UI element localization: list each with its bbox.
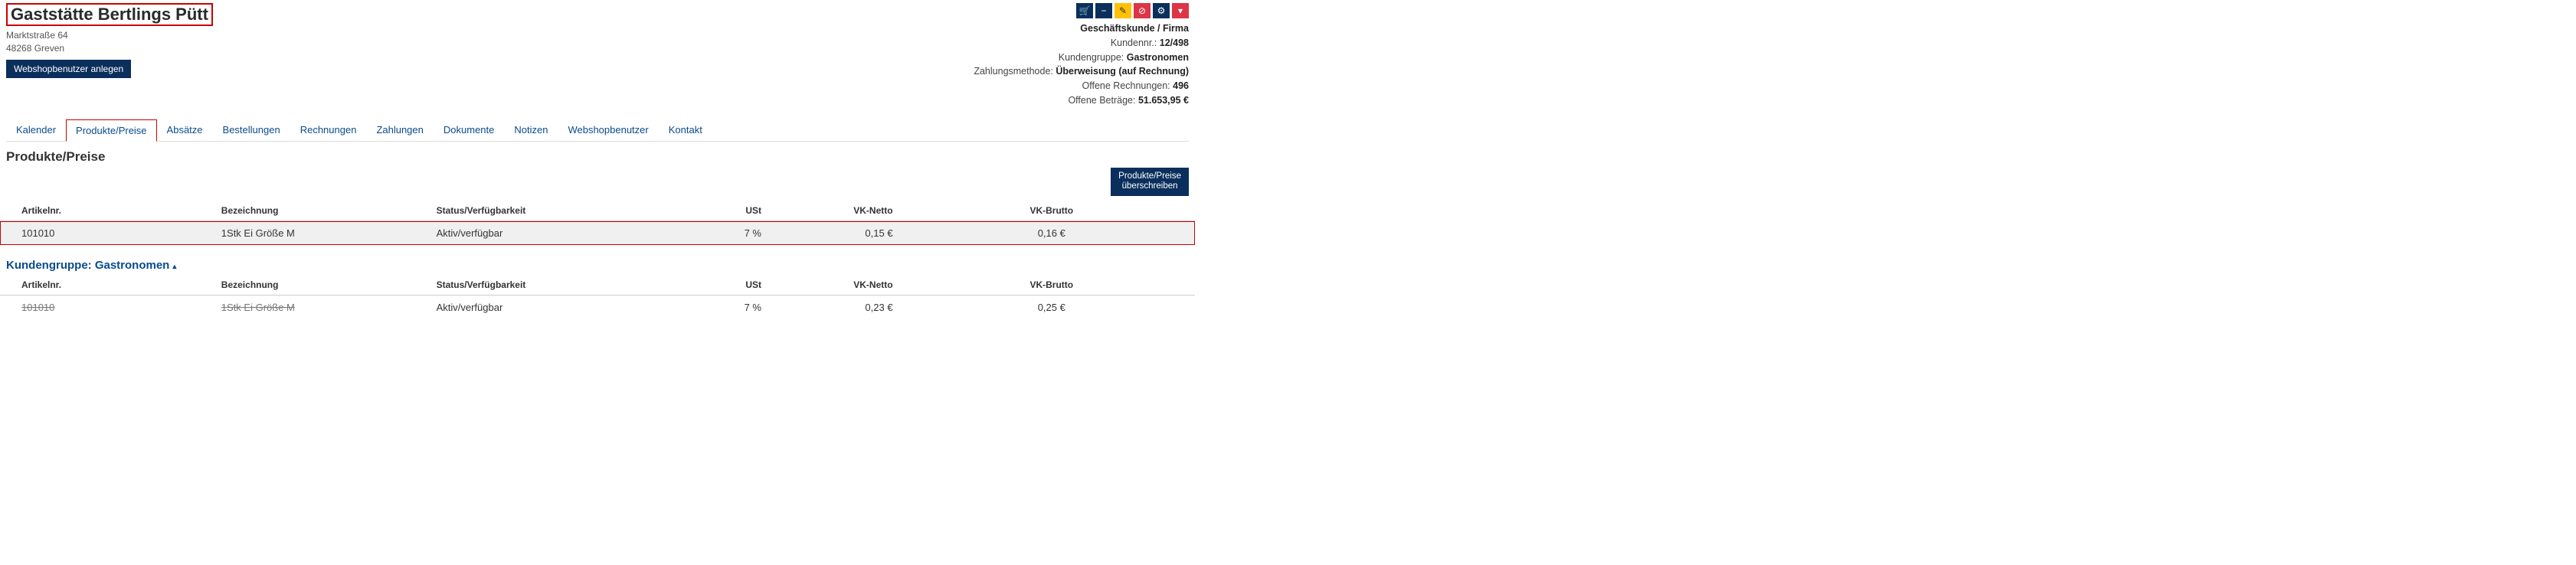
tab-notizen[interactable]: Notizen bbox=[504, 119, 558, 141]
group-table: Artikelnr. Bezeichnung Status/Verfügbark… bbox=[0, 275, 1195, 319]
cell-ust: 7 % bbox=[645, 221, 777, 246]
cell-status: Aktiv/verfügbar bbox=[430, 296, 646, 320]
tab-webshopbenutzer[interactable]: Webshopbenutzer bbox=[558, 119, 658, 141]
tab-rechnungen[interactable]: Rechnungen bbox=[290, 119, 367, 141]
col-vk-netto: VK-Netto bbox=[777, 201, 908, 221]
action-icon-bar: 🛒 − ✎ ⊘ ⚙ ▾ bbox=[974, 3, 1189, 18]
customer-type: Geschäftskunde / Firma bbox=[974, 21, 1189, 36]
col-artikelnr: Artikelnr. bbox=[0, 201, 215, 221]
tab-produkte-preise[interactable]: Produkte/Preise bbox=[66, 119, 157, 142]
table-row[interactable]: 101010 1Stk Ei Größe M Aktiv/verfügbar 7… bbox=[0, 221, 1195, 246]
customer-number: Kundennr.: 12/498 bbox=[974, 36, 1189, 51]
tab-zahlungen[interactable]: Zahlungen bbox=[366, 119, 433, 141]
tab-bestellungen[interactable]: Bestellungen bbox=[213, 119, 290, 141]
tab-kontakt[interactable]: Kontakt bbox=[659, 119, 712, 141]
override-prices-button[interactable]: Produkte/Preiseüberschreiben bbox=[1111, 168, 1189, 197]
address-line-1: Marktstraße 64 bbox=[6, 29, 213, 42]
col-ust: USt bbox=[645, 275, 777, 296]
col-status: Status/Verfügbarkeit bbox=[430, 201, 646, 221]
tab-kalender[interactable]: Kalender bbox=[6, 119, 66, 141]
edit-icon[interactable]: ✎ bbox=[1115, 3, 1131, 18]
tab-dokumente[interactable]: Dokumente bbox=[434, 119, 504, 141]
col-status: Status/Verfügbarkeit bbox=[430, 275, 646, 296]
create-webshop-user-button[interactable]: Webshopbenutzer anlegen bbox=[6, 60, 131, 78]
cell-artikelnr: 101010 bbox=[0, 221, 215, 246]
caret-up-icon: ▴ bbox=[172, 263, 176, 271]
col-ust: USt bbox=[645, 201, 777, 221]
open-invoices: Offene Rechnungen: 496 bbox=[974, 79, 1189, 93]
payment-method: Zahlungsmethode: Überweisung (auf Rechnu… bbox=[974, 64, 1189, 79]
customer-group: Kundengruppe: Gastronomen bbox=[974, 51, 1189, 65]
group-header-gastronomen[interactable]: Kundengruppe: Gastronomen▴ bbox=[0, 245, 1195, 275]
cart-icon[interactable]: 🛒 bbox=[1076, 3, 1093, 18]
col-bezeichnung: Bezeichnung bbox=[215, 201, 430, 221]
tab-bar: Kalender Produkte/Preise Absätze Bestell… bbox=[6, 119, 1189, 142]
col-vk-brutto: VK-Brutto bbox=[908, 275, 1195, 296]
more-icon[interactable]: ▾ bbox=[1172, 3, 1189, 18]
col-vk-brutto: VK-Brutto bbox=[908, 201, 1195, 221]
cell-vk-netto: 0,23 € bbox=[777, 296, 908, 320]
cell-artikelnr: 101010 bbox=[0, 296, 215, 320]
gear-icon[interactable]: ⚙ bbox=[1153, 3, 1170, 18]
cell-bezeichnung: 1Stk Ei Größe M bbox=[215, 221, 430, 246]
cell-status: Aktiv/verfügbar bbox=[430, 221, 646, 246]
section-title: Produkte/Preise bbox=[0, 142, 1195, 168]
col-vk-netto: VK-Netto bbox=[777, 275, 908, 296]
cell-vk-brutto: 0,25 € bbox=[908, 296, 1195, 320]
table-row[interactable]: 101010 1Stk Ei Größe M Aktiv/verfügbar 7… bbox=[0, 296, 1195, 320]
cell-ust: 7 % bbox=[645, 296, 777, 320]
tab-absaetze[interactable]: Absätze bbox=[157, 119, 213, 141]
cell-bezeichnung: 1Stk Ei Größe M bbox=[215, 296, 430, 320]
products-table: Artikelnr. Bezeichnung Status/Verfügbark… bbox=[0, 201, 1195, 245]
address-line-2: 48268 Greven bbox=[6, 42, 213, 55]
open-amounts: Offene Beträge: 51.653,95 € bbox=[974, 93, 1189, 108]
block-icon[interactable]: ⊘ bbox=[1134, 3, 1151, 18]
customer-title: Gaststätte Bertlings Pütt bbox=[6, 3, 213, 26]
cell-vk-netto: 0,15 € bbox=[777, 221, 908, 246]
col-artikelnr: Artikelnr. bbox=[0, 275, 215, 296]
minus-icon[interactable]: − bbox=[1095, 3, 1112, 18]
cell-vk-brutto: 0,16 € bbox=[908, 221, 1195, 246]
col-bezeichnung: Bezeichnung bbox=[215, 275, 430, 296]
